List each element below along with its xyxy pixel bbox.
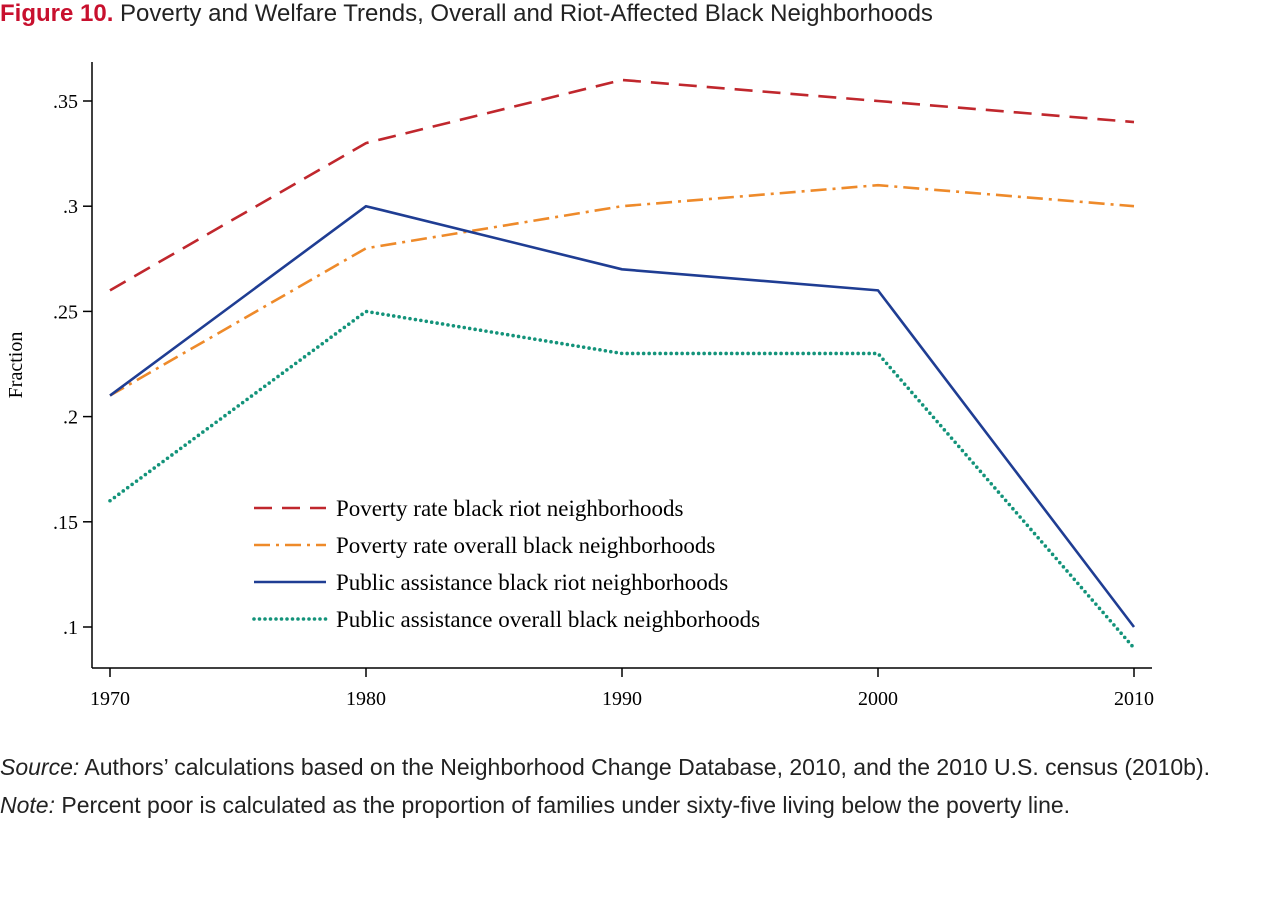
legend-label-3: Public assistance black riot neighborhoo… [336, 570, 728, 595]
x-tick-label: 1990 [602, 688, 642, 710]
chart-series [108, 78, 1136, 650]
legend-label-2: Poverty rate overall black neighborhoods [336, 533, 715, 558]
source-note: Source: Authors’ calculations based on t… [0, 748, 1280, 786]
source-label: Source: [0, 754, 80, 780]
figure-label: Figure 10. [0, 0, 114, 27]
figure-title: Figure 10. Poverty and Welfare Trends, O… [0, 0, 1280, 30]
y-tick-label: .3 [63, 196, 78, 218]
chart-legend: Poverty rate black riot neighborhoods Pov… [252, 496, 760, 632]
figure-footer: Source: Authors’ calculations based on t… [0, 748, 1280, 824]
y-axis-label: Fraction [5, 332, 27, 399]
y-tick-label: .35 [53, 91, 78, 113]
figure-title-text: Poverty and Welfare Trends, Overall and … [120, 0, 933, 27]
y-tick-label: .25 [53, 301, 78, 323]
x-tick-label: 2000 [858, 688, 898, 710]
line-chart: .1 .15 .2 .25 .3 .35 1970 1980 1990 2000 2010 Fract… [5, 62, 1154, 710]
legend-label-4: Public assistance overall black neighbor… [336, 607, 760, 632]
note-text: Percent poor is calculated as the propor… [54, 792, 1071, 818]
x-tick-label: 1980 [346, 688, 386, 710]
series-line-4 [108, 309, 1136, 650]
y-tick-label: .1 [63, 617, 78, 639]
x-tick-label: 2010 [1114, 688, 1154, 710]
note: Note: Percent poor is calculated as the … [0, 786, 1280, 824]
source-text: Authors’ calculations based on the Neigh… [79, 754, 1211, 780]
x-tick-label: 1970 [90, 688, 130, 710]
series-line-1 [109, 78, 1135, 292]
note-label: Note: [0, 792, 55, 818]
legend-label-1: Poverty rate black riot neighborhoods [336, 496, 684, 521]
series-line-3 [109, 204, 1136, 628]
chart-axes: .1 .15 .2 .25 .3 .35 1970 1980 1990 2000 2010 Fract… [5, 62, 1154, 710]
series-line-2 [109, 183, 1135, 397]
y-tick-label: .2 [63, 407, 78, 429]
y-tick-label: .15 [53, 512, 78, 534]
